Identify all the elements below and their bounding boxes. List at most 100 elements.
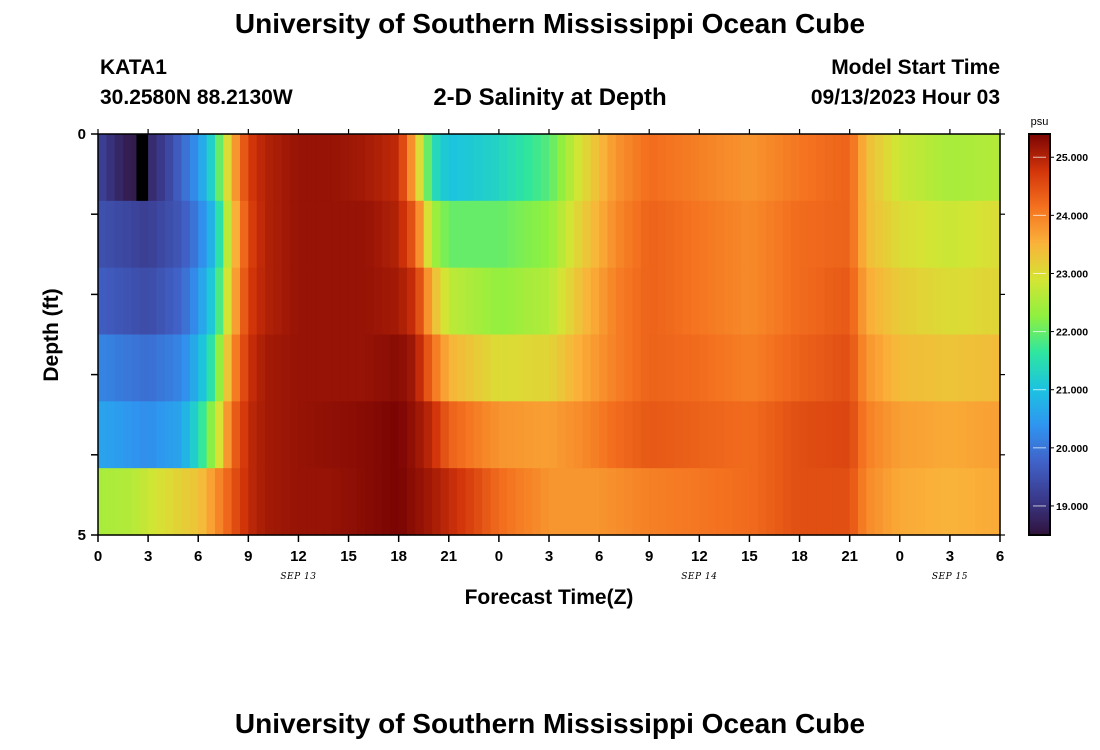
heat-cell — [707, 134, 717, 202]
heat-cell — [590, 334, 600, 402]
x-tick-label: 21 — [440, 548, 457, 565]
heat-cell — [816, 200, 826, 269]
heat-cell — [265, 267, 274, 336]
heat-cell — [340, 468, 350, 536]
heat-cell — [298, 134, 308, 202]
heat-cell — [490, 267, 500, 336]
heat-cell — [632, 267, 642, 336]
heat-cell — [98, 334, 107, 402]
heat-cell — [624, 267, 634, 336]
heat-cell — [949, 267, 959, 336]
heat-cell — [565, 334, 575, 402]
heat-cell — [114, 334, 124, 402]
heat-cell — [799, 267, 809, 336]
heat-cell — [565, 401, 575, 469]
heat-cell — [974, 134, 984, 202]
heat-cell — [131, 468, 141, 536]
heat-cell — [265, 468, 274, 536]
heat-cell — [657, 468, 667, 536]
heat-cell — [741, 334, 751, 402]
colorbar: psu 25.000 24.000 23.000 22.000 21.000 20.000 1… — [1028, 116, 1088, 536]
heat-cell — [156, 334, 166, 402]
heat-cell — [916, 134, 926, 202]
heat-cell — [298, 401, 308, 469]
heat-cell — [824, 267, 834, 336]
heat-cell — [432, 334, 442, 402]
heat-cell — [432, 134, 442, 202]
heat-cell — [373, 267, 383, 336]
heat-cell — [849, 401, 859, 469]
heat-cell — [924, 468, 934, 536]
heat-cell — [432, 200, 442, 269]
heat-cell — [281, 468, 291, 536]
heat-cell — [549, 401, 558, 469]
footer-title: University of Southern Mississippi Ocean… — [234, 708, 866, 739]
heat-cell — [331, 267, 341, 336]
heat-cell — [766, 468, 776, 536]
heat-cell — [256, 267, 266, 336]
heat-cell — [599, 334, 609, 402]
heat-cell — [181, 401, 191, 469]
heat-cell — [749, 334, 759, 402]
heat-cell — [549, 200, 558, 269]
heat-cell — [189, 200, 199, 269]
heat-cell — [381, 267, 391, 336]
heat-cell — [181, 200, 191, 269]
heat-cell — [440, 200, 450, 269]
heat-cell — [774, 401, 784, 469]
heat-cell — [899, 401, 909, 469]
heat-cell — [106, 267, 116, 336]
heat-cell — [899, 134, 909, 202]
heat-cell — [849, 267, 859, 336]
heat-cell — [807, 334, 817, 402]
model-start-value: 09/13/2023 Hour 03 — [810, 86, 1000, 109]
heat-cell — [908, 334, 918, 402]
heat-cell — [381, 134, 391, 202]
heat-cell — [457, 334, 467, 402]
heat-cell — [674, 401, 684, 469]
heat-cell — [565, 134, 575, 202]
heat-cell — [949, 134, 959, 202]
heat-cell — [974, 468, 984, 536]
heat-cell — [239, 334, 249, 402]
heat-cell — [724, 134, 734, 202]
heat-cell — [214, 468, 224, 536]
heat-cell — [699, 134, 709, 202]
heat-cell — [924, 267, 934, 336]
heat-cell — [799, 468, 809, 536]
heat-cell — [782, 267, 792, 336]
heat-cell — [214, 134, 224, 202]
heat-cell — [549, 334, 558, 402]
heat-cell — [674, 267, 684, 336]
heat-cell — [549, 134, 558, 202]
heat-cell — [757, 334, 767, 402]
heat-cell — [816, 401, 826, 469]
heat-cell — [707, 468, 717, 536]
heat-cell — [348, 401, 358, 469]
heat-cell — [532, 200, 542, 269]
heat-cell — [507, 468, 517, 536]
heat-cell — [298, 200, 308, 269]
heat-cell — [507, 200, 517, 269]
heat-cell — [899, 267, 909, 336]
heat-cell — [699, 267, 709, 336]
x-tick-label: 0 — [495, 548, 503, 565]
heat-cell — [565, 200, 575, 269]
heat-cell — [766, 267, 776, 336]
heat-cell — [908, 468, 918, 536]
heat-cell — [532, 401, 542, 469]
heat-cell — [841, 401, 851, 469]
heat-cell — [599, 267, 609, 336]
heat-cell — [665, 334, 675, 402]
heat-cell — [123, 134, 133, 202]
heat-cell — [239, 200, 249, 269]
heat-cell — [340, 134, 350, 202]
heat-cell — [791, 401, 801, 469]
heat-cell — [198, 468, 208, 536]
heat-cell — [791, 134, 801, 202]
heat-cell — [356, 334, 366, 402]
heat-cell — [841, 468, 851, 536]
heat-cell — [949, 401, 959, 469]
heat-cell — [265, 200, 274, 269]
heat-cell — [899, 334, 909, 402]
